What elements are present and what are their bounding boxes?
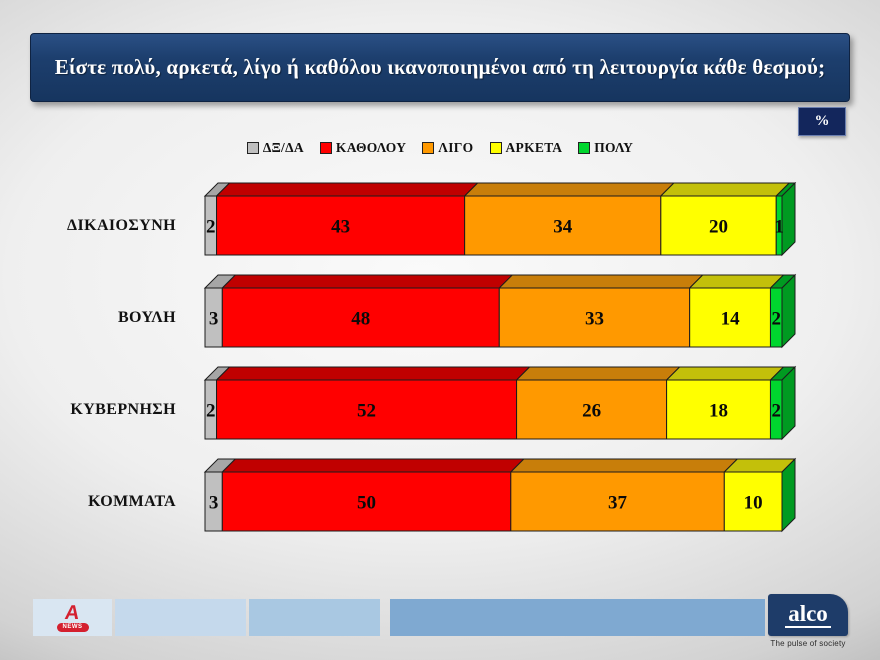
bar-end-cap xyxy=(781,273,796,349)
bar-top-face xyxy=(498,274,704,289)
category-labels-column: ΔΙΚΑΙΟΣΥΝΗ ΒΟΥΛΗ ΚΥΒΕΡΝΗΣΗ ΚΟΜΜΑΤΑ xyxy=(0,196,180,556)
legend-item: ΔΞ/ΔΑ xyxy=(246,140,304,156)
bar-value-label: 52 xyxy=(357,401,376,422)
footer-strip-segment xyxy=(115,599,246,636)
bar-value-label: 14 xyxy=(721,309,741,330)
alpha-news-label: NEWS xyxy=(56,622,89,632)
legend-item: ΑΡΚΕΤΑ xyxy=(489,140,563,156)
bar-segment xyxy=(216,195,466,256)
bar-value-label: 2 xyxy=(206,401,216,422)
bar-segment xyxy=(498,287,691,348)
bar-value-label: 20 xyxy=(709,217,728,238)
bar-top-face xyxy=(215,366,531,381)
legend-swatch xyxy=(319,142,332,154)
alco-wordmark: alco xyxy=(785,602,831,628)
bar-segment xyxy=(660,195,777,256)
bar-row-1: 2 43 34 20 1 xyxy=(203,181,797,257)
legend-swatch xyxy=(578,142,591,154)
bar-value-label: 3 xyxy=(209,309,219,330)
footer-strip-segment xyxy=(249,599,380,636)
footer-strip-segment: A NEWS xyxy=(33,599,112,636)
legend-item: ΛΙΓΟ xyxy=(422,140,473,156)
bar-value-label: 43 xyxy=(331,217,350,238)
bar-end-cap xyxy=(781,181,796,257)
bar-segment xyxy=(216,379,518,440)
poll-question-title: Είστε πολύ, αρκετά, λίγο ή καθόλου ικανο… xyxy=(54,55,826,79)
bars-svg: 2 43 34 20 1 3 48 33 14 2 2 52 26 18 2 3 50 37 10 xyxy=(203,181,797,533)
bar-segment xyxy=(221,471,512,532)
bar-top-face xyxy=(509,458,739,473)
stacked-bar-chart: 2 43 34 20 1 3 48 33 14 2 2 52 26 18 2 3 50 37 10 xyxy=(203,181,803,543)
legend-item: ΠΟΛΥ xyxy=(578,140,633,156)
chart-legend: ΔΞ/ΔΑ ΚΑΘΟΛΟΥ ΛΙΓΟ ΑΡΚΕΤΑ ΠΟΛΥ xyxy=(0,140,880,156)
bar-value-label: 3 xyxy=(209,493,219,514)
bar-value-label: 26 xyxy=(582,401,601,422)
bar-top-face xyxy=(221,458,526,473)
bar-top-face xyxy=(215,182,479,197)
bar-value-label: 34 xyxy=(553,217,573,238)
legend-label: ΛΙΓΟ xyxy=(438,140,474,155)
percent-unit-badge: % xyxy=(798,107,846,136)
bar-value-label: 10 xyxy=(744,493,763,514)
legend-label: ΠΟΛΥ xyxy=(594,140,634,155)
bar-value-label: 50 xyxy=(357,493,376,514)
legend-swatch xyxy=(489,142,502,154)
bar-value-label: 2 xyxy=(771,309,781,330)
bar-segment xyxy=(516,379,668,440)
bar-value-label: 2 xyxy=(206,217,216,238)
legend-swatch xyxy=(422,142,435,154)
alco-logo: alco xyxy=(768,594,848,636)
category-label: ΒΟΥΛΗ xyxy=(117,308,176,326)
bar-row-2: 3 48 33 14 2 xyxy=(203,273,797,349)
category-label: ΚΥΒΕΡΝΗΣΗ xyxy=(70,400,176,418)
bar-segment xyxy=(464,195,662,256)
bar-row-3: 2 52 26 18 2 xyxy=(203,365,797,441)
footer-strip-segment xyxy=(390,599,765,636)
bar-segment xyxy=(723,471,783,532)
category-label: ΚΟΜΜΑΤΑ xyxy=(88,492,176,510)
bar-value-label: 2 xyxy=(771,401,781,422)
bar-top-face xyxy=(659,182,791,197)
legend-swatch xyxy=(246,142,259,154)
bar-top-face xyxy=(515,366,681,381)
bar-top-face xyxy=(688,274,785,289)
legend-label: ΔΞ/ΔΑ xyxy=(262,140,304,155)
bar-segment xyxy=(666,379,771,440)
legend-label: ΑΡΚΕΤΑ xyxy=(505,140,563,155)
category-label: ΔΙΚΑΙΟΣΥΝΗ xyxy=(67,216,176,234)
bar-top-face xyxy=(463,182,676,197)
alpha-logo-icon: A xyxy=(63,601,82,624)
bar-value-label: 18 xyxy=(709,401,728,422)
bar-segment xyxy=(510,471,725,532)
bar-value-label: 33 xyxy=(585,309,604,330)
bar-value-label: 1 xyxy=(774,217,784,238)
bar-value-label: 37 xyxy=(608,493,628,514)
bar-row-4: 3 50 37 10 xyxy=(203,457,797,533)
title-banner: Είστε πολύ, αρκετά, λίγο ή καθόλου ικανο… xyxy=(30,33,850,102)
legend-label: ΚΑΘΟΛΟΥ xyxy=(335,140,407,155)
legend-item: ΚΑΘΟΛΟΥ xyxy=(319,140,407,156)
bar-top-face xyxy=(665,366,785,381)
bar-value-label: 48 xyxy=(351,309,370,330)
bar-top-face xyxy=(221,274,514,289)
bar-segment xyxy=(689,287,771,348)
bar-end-cap xyxy=(781,457,796,533)
bar-end-cap xyxy=(781,365,796,441)
alco-tagline: The pulse of society xyxy=(770,639,846,648)
